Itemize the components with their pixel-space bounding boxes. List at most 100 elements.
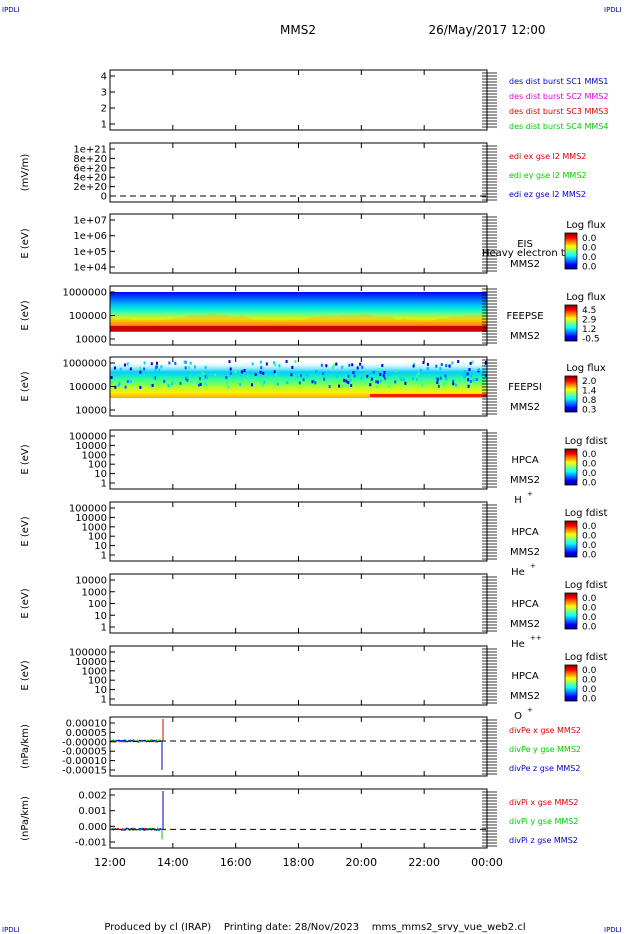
feepsi-pixel [194, 365, 196, 369]
legend-entry: edi ex gse l2 MMS2 [509, 152, 586, 161]
colorbar-value: 0.0 [582, 263, 597, 273]
y-tick-label: 4e+20 [73, 173, 107, 184]
feepsi-pixel [470, 374, 473, 378]
x-tick-label: 00:00 [471, 856, 503, 869]
species-charge: + [527, 490, 533, 498]
feepsi-pixel [323, 377, 326, 381]
feepsi-pixel [286, 381, 289, 384]
y-tick-label: 0.00005 [66, 728, 107, 739]
y-tick-label: 10 [94, 469, 107, 480]
feepsi-pixel [183, 360, 186, 364]
feepsi-pixel [228, 360, 231, 364]
species-charge: + [527, 706, 533, 714]
feepsi-pixel [275, 372, 278, 376]
feepsi-pixel [196, 381, 199, 384]
y-tick-label: 10 [94, 611, 107, 622]
feepsi-pixel [332, 366, 335, 369]
colorbar-title: Log fdist [565, 508, 608, 519]
legend-entry: des dist burst SC3 MMS3 [509, 107, 608, 116]
y-tick-label: 10000 [75, 441, 107, 452]
colorbar-value: 0.0 [582, 594, 597, 604]
feepsi-pixel [263, 380, 266, 384]
feepsi-pixel [306, 374, 309, 378]
feepsi-pixel [291, 365, 294, 369]
feepsi-pixel [481, 371, 484, 375]
legend-entry: divPi y gse MMS2 [509, 817, 578, 826]
y-axis-label: E (eV) [20, 300, 31, 330]
y-axis-label: E (eV) [20, 371, 31, 401]
y-tick-label: 100000 [69, 504, 107, 515]
colorbar [564, 520, 578, 558]
feepsi-pixel [341, 365, 344, 369]
series-line [111, 827, 162, 831]
feepsi-pixel [225, 376, 228, 379]
feepsi-pixel [274, 363, 277, 367]
y-tick-label: 100 [88, 676, 107, 687]
feepsi-pixel [469, 379, 472, 383]
feepsi-pixel [419, 381, 422, 385]
feepsi-pixel [376, 385, 379, 389]
legend-entry: divPe y gse MMS2 [509, 745, 581, 754]
feepsi-pixel [229, 367, 232, 371]
feepsi-pixel [119, 367, 122, 371]
instrument-label: FEEPSI [508, 382, 542, 393]
feepsi-pixel [138, 380, 141, 384]
feepsi-pixel [383, 371, 386, 374]
feepsi-pixel [259, 360, 262, 364]
legend-entry: edi ez gse l2 MMS2 [509, 190, 586, 199]
feepsi-pixel [422, 361, 425, 365]
feepsi-pixel [353, 374, 356, 378]
feepsi-pixel [436, 381, 439, 385]
y-tick-label: -0.00015 [62, 766, 107, 777]
panel-p4: 1000000 100000 10000 E (eV) FEEPSE MMS2 Log fl… [20, 285, 606, 346]
feepsi-pixel [328, 385, 331, 389]
x-tick-label: 20:00 [345, 856, 377, 869]
feepsi-pixel [285, 360, 288, 363]
y-tick-label: 100000 [69, 311, 107, 322]
feepsi-pixel [227, 385, 230, 389]
feepsi-pixel [335, 362, 338, 366]
y-tick-label: 10000 [75, 513, 107, 524]
feepsi-hot-band [370, 394, 487, 397]
panel-p11: 0.002 0.001 0.000 -0.001 (nPa/km) divPi x gse… [20, 788, 578, 849]
feepsi-pixel [349, 378, 352, 382]
colorbar-value: 0.0 [582, 685, 597, 695]
feepsi-pixel [469, 361, 472, 365]
colorbar-value: 0.0 [582, 541, 597, 551]
feepsi-pixel [413, 362, 416, 366]
feepsi-pixel [400, 377, 403, 381]
panels-group: 4 3 2 1 des dist burst SC1 MMS1 des dist burs… [20, 69, 608, 849]
species-label: He [511, 639, 525, 650]
feepsi-pixel [273, 361, 275, 365]
feepsi-pixel [259, 370, 262, 374]
feepsi-pixel [436, 377, 439, 381]
y-axis-label: E (eV) [20, 516, 31, 546]
y-tick-label: -0.00000 [62, 737, 107, 748]
colorbar-title: Log flux [566, 292, 606, 303]
feepsi-pixel [185, 375, 188, 379]
feepsi-pixel [366, 374, 369, 378]
feepsi-pixel [239, 382, 242, 386]
corner-label-bottom-right: IPDLI [604, 926, 622, 934]
feepsi-pixel [175, 379, 178, 383]
y-tick-label: 1 [101, 695, 107, 706]
feepsi-pixel [360, 376, 363, 380]
colorbar-value: 0.0 [582, 234, 597, 244]
feepsi-pixel [290, 373, 293, 377]
panel-frame [109, 716, 488, 777]
feepsi-pixel [156, 361, 158, 365]
colorbar-value: 0.3 [582, 406, 596, 416]
feepsi-pixel [356, 366, 359, 370]
y-tick-label: 6e+20 [73, 163, 107, 174]
feepsi-pixel [126, 362, 129, 366]
y-tick-label: -0.001 [75, 838, 107, 849]
colorbar-value: 0.0 [582, 613, 597, 623]
feepsi-pixel [234, 370, 237, 374]
y-tick-label: 1000 [82, 522, 107, 533]
feepsi-pixel [416, 377, 419, 381]
feepsi-pixel [350, 384, 353, 387]
feepsi-pixel [251, 383, 253, 387]
